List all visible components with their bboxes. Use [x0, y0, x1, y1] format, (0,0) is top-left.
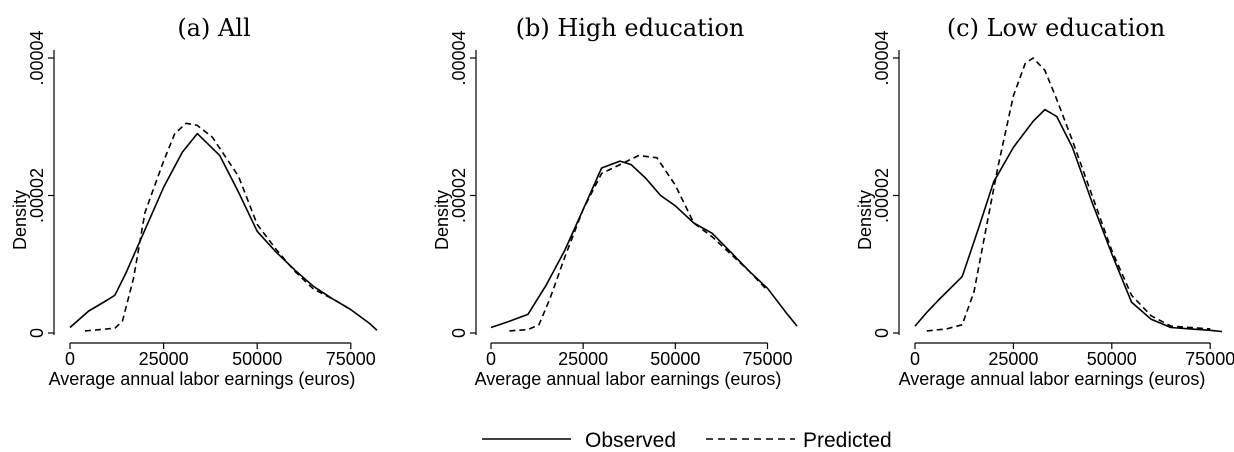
- predicted-density-line: [926, 57, 1211, 332]
- x-axis-title: Average annual labor earnings (euros): [475, 369, 782, 389]
- x-tick-label: 50000: [232, 349, 282, 369]
- x-tick-label: 0: [486, 349, 496, 369]
- x-tick-label: 0: [65, 349, 75, 369]
- x-tick-label: 75000: [1185, 349, 1234, 369]
- y-tick-label: .00002: [872, 168, 892, 223]
- predicted-density-line: [509, 154, 769, 332]
- panel-a-title: (a) All: [177, 14, 251, 42]
- predicted-density-line: [84, 122, 352, 332]
- y-tick-label: .00002: [449, 168, 469, 223]
- y-tick-label: .00004: [27, 30, 47, 85]
- panel-b-title: (b) High education: [515, 14, 745, 42]
- x-tick-label: 75000: [742, 349, 792, 369]
- y-tick-label: .00004: [872, 30, 892, 85]
- observed-density-line: [490, 160, 798, 329]
- x-tick-label: 50000: [650, 349, 700, 369]
- x-tick-label: 75000: [326, 349, 376, 369]
- x-tick-label: 25000: [988, 349, 1038, 369]
- x-tick-label: 0: [910, 349, 920, 369]
- x-axis-title: Average annual labor earnings (euros): [49, 369, 356, 389]
- y-tick-label: 0: [872, 328, 892, 338]
- y-tick-label: .00002: [27, 168, 47, 223]
- y-axis-title: Density: [855, 190, 875, 250]
- legend-observed-label: Observed: [585, 429, 676, 452]
- x-tick-label: 25000: [139, 349, 189, 369]
- observed-density-line: [914, 108, 1223, 333]
- x-axis-title: Average annual labor earnings (euros): [899, 369, 1206, 389]
- observed-density-line: [69, 132, 378, 331]
- y-tick-label: 0: [449, 328, 469, 338]
- x-tick-label: 50000: [1087, 349, 1137, 369]
- legend-predicted-label: Predicted: [803, 429, 892, 452]
- y-tick-label: .00004: [449, 30, 469, 85]
- x-tick-label: 25000: [558, 349, 608, 369]
- panel-c-title: (c) Low education: [946, 14, 1166, 42]
- y-tick-label: 0: [27, 328, 47, 338]
- y-axis-title: Density: [10, 190, 30, 250]
- y-axis-title: Density: [432, 190, 452, 250]
